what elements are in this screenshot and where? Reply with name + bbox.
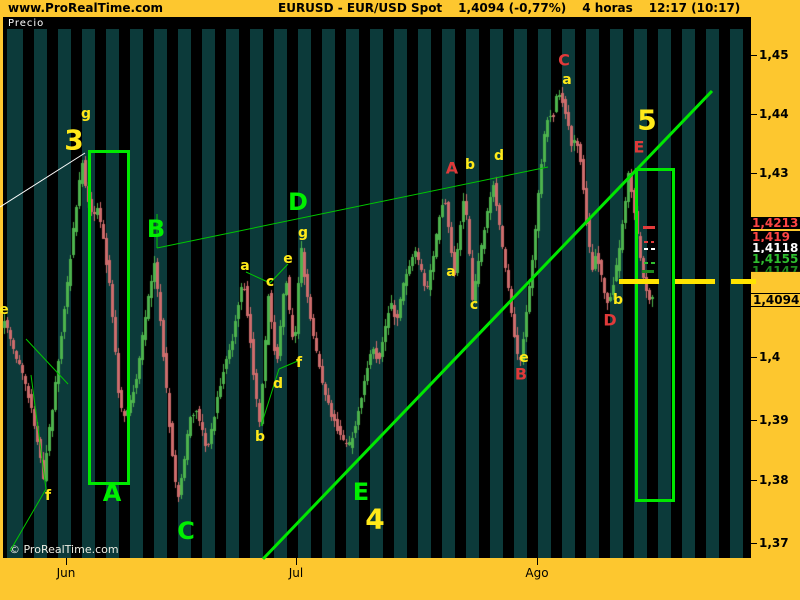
b-d-line <box>260 368 280 427</box>
wave-label-E: E <box>352 478 370 506</box>
y-axis-label: 1,37 <box>759 536 789 550</box>
wave-label-4: 4 <box>365 502 385 536</box>
wave-label-C: C <box>177 517 195 545</box>
indicator-level-marker <box>644 241 654 243</box>
wave-label-g: g <box>80 106 92 122</box>
price-tag-14155: 1,4155 <box>750 253 800 265</box>
wave-label-B: B <box>146 215 166 243</box>
wave-5-box <box>635 168 675 502</box>
x-axis-label-ago: Ago <box>525 566 549 580</box>
indicator-level-marker <box>642 270 654 273</box>
x-axis-tick <box>537 558 538 565</box>
b-d-trendline <box>156 166 549 249</box>
y-axis-tick <box>750 357 757 358</box>
y-axis-tick <box>750 173 757 174</box>
wave-label-e: e <box>283 251 293 267</box>
y-axis-label: 1,4 <box>759 350 781 364</box>
y-axis-tick <box>750 480 757 481</box>
left-wedge-1 <box>25 338 69 385</box>
wave-label-e: e <box>519 350 529 366</box>
wave-label-b: b <box>464 157 476 173</box>
y-axis-tick <box>750 543 757 544</box>
wave-label-a: a <box>240 258 250 274</box>
price-tag-14147: 1,4147 <box>750 264 800 272</box>
a-c-line <box>245 271 271 284</box>
price-tag-14118: 1,4118 <box>750 242 800 254</box>
x-axis-label-jul: Jul <box>288 566 304 580</box>
wave-label-f: f <box>44 488 52 504</box>
wave-label-c: c <box>265 274 275 290</box>
wave-label-E: E <box>633 137 645 157</box>
y-axis-label: 1,45 <box>759 48 789 62</box>
indicator-level-marker <box>644 262 655 264</box>
x-axis-tick <box>66 558 67 565</box>
price-tag-14094: 1,4094 <box>750 293 800 307</box>
wave-label-d: d <box>493 148 505 164</box>
x-axis-label-jun: Jun <box>56 566 76 580</box>
wave-label-d: d <box>272 376 284 392</box>
y-axis-label: 1,43 <box>759 166 789 180</box>
wave-label-b: b <box>612 292 624 308</box>
wave-label-C: C <box>558 50 570 70</box>
c-e-line <box>269 263 289 284</box>
wave-label-3: 3 <box>64 123 84 157</box>
wave-label-a: a <box>562 72 572 88</box>
y-axis-tick <box>750 114 757 115</box>
price-tag-14213: 1,4213 <box>750 217 800 229</box>
x-axis-tick <box>296 558 297 565</box>
wave-label-e: e <box>0 302 9 318</box>
wave-label-a: a <box>446 264 456 280</box>
wave-label-g: g <box>297 225 309 241</box>
wave-label-B: B <box>514 364 528 384</box>
y-axis-label: 1,44 <box>759 107 789 121</box>
wave-label-c: c <box>469 297 479 313</box>
y-axis-label: 1,38 <box>759 473 789 487</box>
y-axis-tick <box>750 55 757 56</box>
wave-A-box <box>88 150 130 485</box>
last-price-dashed-line <box>619 279 756 284</box>
y-axis-tick <box>750 420 757 421</box>
left-wedge-3 <box>9 488 47 552</box>
wave-label-D: D <box>288 188 308 216</box>
white-peak-line <box>0 152 86 208</box>
wave-label-A: A <box>445 158 459 178</box>
wave-label-f: f <box>295 355 303 371</box>
left-wedge-2 <box>30 374 47 490</box>
wave-label-b: b <box>254 429 266 445</box>
price-tag-1419: 1,419 <box>750 231 800 243</box>
wave-label-D: D <box>603 310 617 330</box>
wave-label-A: A <box>102 479 122 507</box>
wave-label-5: 5 <box>637 103 657 137</box>
indicator-level-marker <box>644 248 655 250</box>
y-axis-label: 1,39 <box>759 413 789 427</box>
indicator-level-marker <box>643 226 655 229</box>
d-f-line <box>278 359 301 370</box>
